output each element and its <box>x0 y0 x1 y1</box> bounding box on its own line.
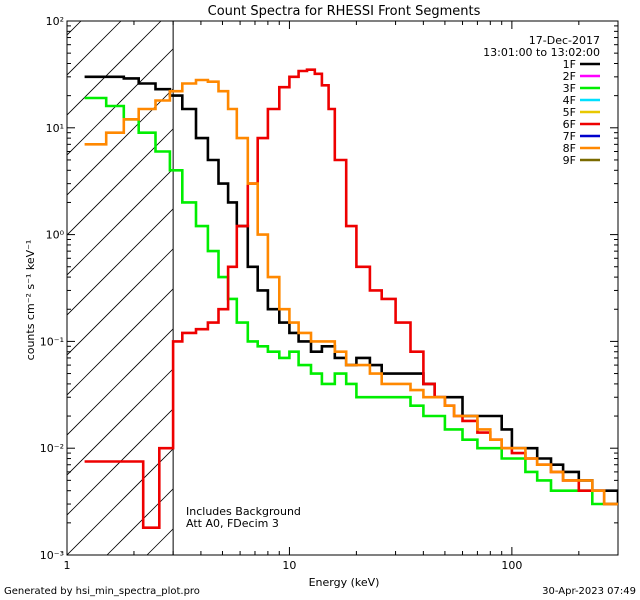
y-tick-label: 10² <box>46 15 64 28</box>
footer-timestamp: 30-Apr-2023 07:49 <box>542 586 636 597</box>
plot-frame <box>66 20 619 556</box>
y-axis-label: counts cm⁻² s⁻¹ keV⁻¹ <box>24 240 37 361</box>
hatch-line <box>67 21 82 36</box>
legend-label-2F: 2F <box>563 70 576 83</box>
series-3F-line <box>84 96 618 506</box>
y-tick-label: 10⁻² <box>40 442 64 455</box>
legend-label-6F: 6F <box>563 118 576 131</box>
legend-label-7F: 7F <box>563 130 576 143</box>
time-range-label: 13:01:00 to 13:02:00 <box>483 46 600 59</box>
footer-generated: Generated by hsi_min_spectra_plot.pro <box>4 586 200 597</box>
excluded-region-hatch <box>0 21 618 555</box>
legend-label-4F: 4F <box>563 94 576 107</box>
hatch-line <box>67 21 162 116</box>
annotation-background: Includes Background <box>186 505 301 518</box>
hatch-cover <box>173 21 618 555</box>
legend-label-9F: 9F <box>563 154 576 167</box>
series-6F-line <box>84 68 618 529</box>
legend-label-8F: 8F <box>563 142 576 155</box>
x-tick-label: 10 <box>282 559 296 572</box>
y-tick-label: 10⁰ <box>46 229 65 242</box>
axis-ticks <box>66 20 619 556</box>
hatch-line <box>67 21 202 156</box>
x-tick-label: 1 <box>64 559 71 572</box>
hatch-line <box>0 21 1 555</box>
hatch-line <box>67 21 122 76</box>
legend-label-1F: 1F <box>563 58 576 71</box>
y-tick-labels: 10⁻³ 10⁻² 10⁻¹ 10⁰ 10¹ 10² <box>40 15 65 562</box>
legend-label-5F: 5F <box>563 106 576 119</box>
x-tick-labels: 1 10 100 <box>64 559 523 572</box>
chart-title: Count Spectra for RHESSI Front Segments <box>208 4 481 19</box>
x-axis-label: Energy (keV) <box>309 576 380 589</box>
legend-label-3F: 3F <box>563 82 576 95</box>
date-label: 17-Dec-2017 <box>529 34 600 47</box>
x-tick-label: 100 <box>501 559 522 572</box>
y-tick-label: 10⁻³ <box>40 549 64 562</box>
series-group <box>84 68 618 529</box>
series-8F-line <box>84 78 618 506</box>
y-tick-label: 10⁻¹ <box>40 335 64 348</box>
annotation-attenuator: Att A0, FDecim 3 <box>186 517 279 530</box>
y-tick-label: 10¹ <box>46 122 64 135</box>
